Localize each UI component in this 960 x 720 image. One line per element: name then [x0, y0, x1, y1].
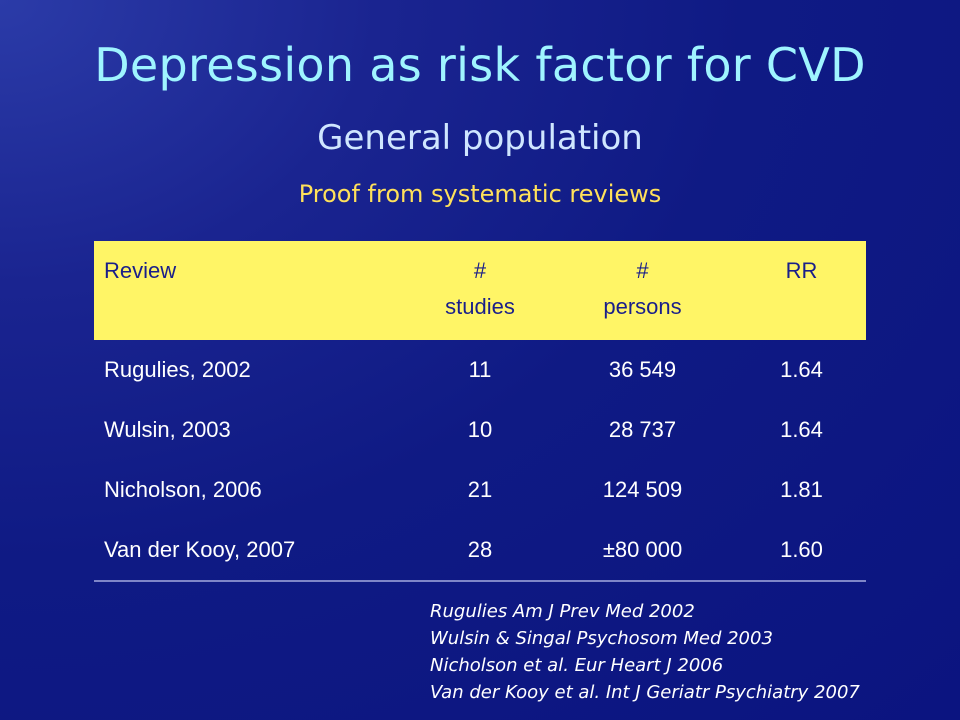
header-studies-label: studies [445, 294, 515, 319]
reference-item: Rugulies Am J Prev Med 2002 [430, 601, 695, 622]
references-list: Rugulies Am J Prev Med 2002 Wulsin & Sin… [430, 598, 955, 706]
cell-persons: 36 549 [608, 357, 677, 382]
header-studies: # studies [412, 241, 548, 340]
reviews-table: Review # studies # persons RR Rugulies, … [94, 241, 866, 582]
header-rr-label: RR [785, 258, 818, 283]
cell-persons: 124 509 [602, 477, 683, 502]
slide-subtitle: General population [317, 118, 643, 158]
header-studies-symbol: # [473, 258, 487, 283]
cell-review: Rugulies, 2002 [104, 357, 251, 382]
table-row: Van der Kooy, 2007 28 ±80 000 1.60 [94, 520, 866, 582]
table-row: Nicholson, 2006 21 124 509 1.81 [94, 460, 866, 520]
table-header-row: Review # studies # persons RR [94, 241, 866, 340]
reference-item: Nicholson et al. Eur Heart J 2006 [430, 655, 724, 676]
cell-persons: ±80 000 [548, 520, 737, 582]
header-review: Review [94, 241, 412, 340]
cell-rr: 1.60 [737, 520, 866, 582]
cell-review: Van der Kooy, 2007 [94, 520, 412, 582]
cell-rr: 1.81 [780, 477, 823, 502]
table-row: Wulsin, 2003 10 28 737 1.64 [94, 400, 866, 460]
cell-rr: 1.64 [780, 357, 823, 382]
header-persons: # persons [548, 241, 737, 340]
cell-studies: 28 [412, 520, 548, 582]
header-rr: RR [737, 241, 866, 340]
cell-review: Wulsin, 2003 [104, 417, 231, 442]
table-row: Rugulies, 2002 11 36 549 1.64 [94, 340, 866, 400]
cell-rr: 1.64 [780, 417, 823, 442]
header-review-label: Review [104, 258, 177, 283]
header-persons-symbol: # [636, 258, 649, 283]
reference-item: Van der Kooy et al. Int J Geriatr Psychi… [430, 682, 860, 703]
header-persons-label: persons [603, 294, 682, 319]
cell-studies: 10 [467, 417, 493, 442]
slide-subsubtitle: Proof from systematic reviews [298, 180, 662, 208]
cell-persons: 28 737 [608, 417, 677, 442]
slide-title: Depression as risk factor for CVD [94, 38, 866, 92]
cell-review: Nicholson, 2006 [104, 477, 262, 502]
cell-studies: 11 [468, 357, 492, 382]
reference-item: Wulsin & Singal Psychosom Med 2003 [430, 628, 773, 649]
cell-studies: 21 [467, 477, 493, 502]
